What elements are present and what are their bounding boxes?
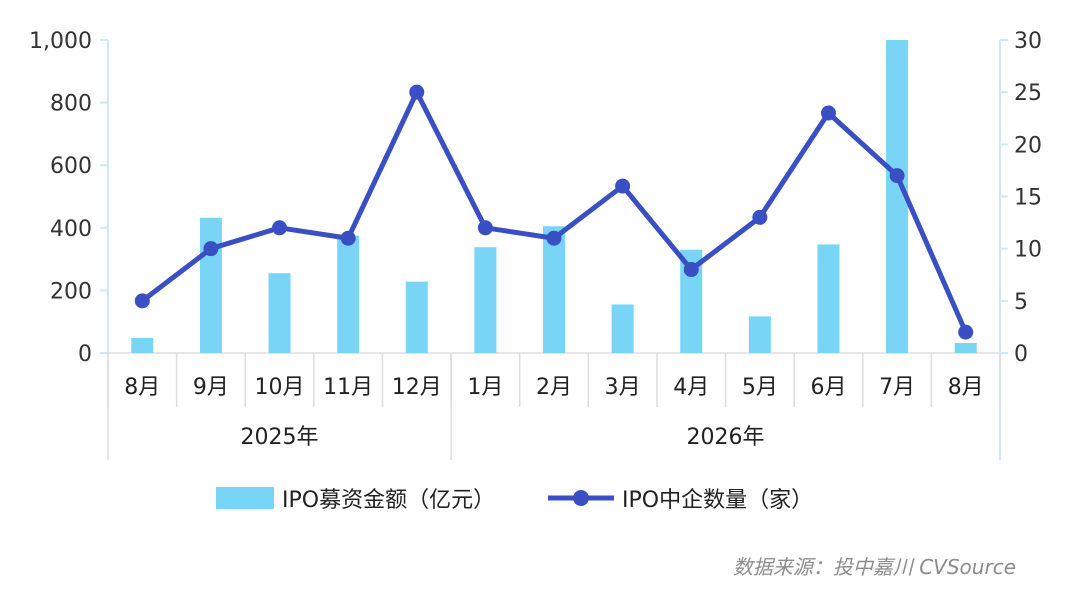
month-label: 6月 (810, 375, 846, 400)
month-label: 5月 (742, 375, 778, 400)
legend-bar-label: IPO募资金额（亿元） (282, 488, 495, 513)
bar (474, 247, 497, 353)
bar (543, 226, 565, 353)
line-point (409, 84, 425, 100)
left-tick-label: 200 (50, 279, 92, 304)
bar (886, 40, 909, 353)
line-point (958, 324, 974, 340)
left-tick-label: 800 (50, 92, 92, 117)
month-label: 4月 (673, 375, 709, 400)
legend-line-marker (573, 490, 589, 506)
left-tick-label: 0 (78, 342, 92, 367)
line-point (889, 168, 905, 184)
right-tick-label: 5 (1014, 290, 1028, 315)
month-label: 7月 (879, 375, 915, 400)
month-label: 9月 (193, 375, 229, 400)
bar (954, 342, 977, 353)
left-tick-label: 400 (50, 217, 92, 242)
source-note: 数据来源：投中嘉川 CVSource (733, 555, 1016, 579)
year-group-label: 2025年 (241, 425, 319, 450)
right-tick-label: 20 (1014, 133, 1042, 158)
bar (337, 235, 360, 353)
month-label: 10月 (255, 375, 305, 400)
bar (680, 249, 703, 353)
right-tick-label: 15 (1014, 186, 1042, 211)
month-label: 8月 (124, 375, 160, 400)
line-point (615, 178, 631, 194)
legend-line-label: IPO中企数量（家） (622, 488, 813, 513)
month-label: 2月 (536, 375, 572, 400)
month-label: 1月 (467, 375, 503, 400)
right-tick-label: 10 (1014, 238, 1042, 263)
line-point (752, 209, 768, 225)
bar (131, 337, 154, 353)
legend: IPO募资金额（亿元） IPO中企数量（家） (216, 487, 813, 513)
month-label: 8月 (948, 375, 984, 400)
line-series (134, 84, 974, 340)
bar (199, 217, 222, 353)
year-group-label: 2026年 (687, 425, 765, 450)
month-label: 12月 (392, 375, 442, 400)
bar (748, 316, 771, 353)
line-point (134, 293, 150, 309)
line-point (820, 105, 836, 121)
line-point (683, 262, 699, 278)
bar (611, 304, 634, 353)
bar (817, 244, 840, 353)
right-tick-label: 30 (1014, 29, 1042, 54)
left-tick-label: 600 (50, 154, 92, 179)
bars-series (131, 40, 977, 353)
line-point (546, 230, 562, 246)
line-point (272, 220, 288, 236)
right-axis-ticks: 0 5 10 15 20 25 30 (1000, 29, 1042, 367)
right-tick-label: 0 (1014, 342, 1028, 367)
line-point (477, 220, 493, 236)
line-point (203, 241, 219, 257)
bar (268, 273, 291, 353)
left-axis-ticks: 0 200 400 600 800 1,000 (29, 29, 108, 367)
right-tick-label: 25 (1014, 81, 1042, 106)
line-point (340, 230, 356, 246)
legend-bar-swatch (216, 487, 274, 509)
month-label: 3月 (605, 375, 641, 400)
left-tick-label: 1,000 (29, 29, 92, 54)
bar (405, 281, 428, 353)
category-axis: 8月 9月 10月 11月 12月 1月 2月 3月 4月 5月 6月 7月 8月 2025年 2026年 (107, 353, 1001, 460)
month-label: 11月 (323, 375, 373, 400)
